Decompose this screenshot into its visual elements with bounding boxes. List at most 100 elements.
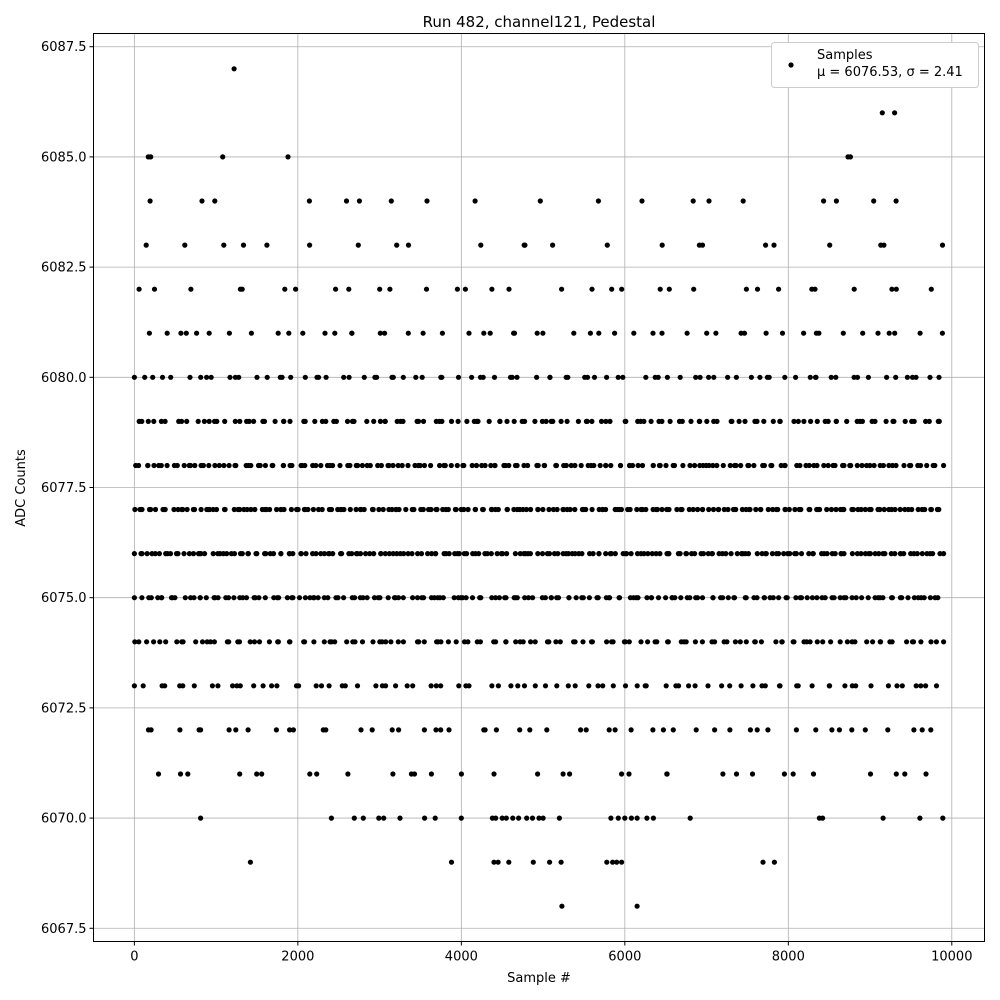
data-point: [527, 551, 534, 557]
data-point: [425, 551, 431, 557]
data-point: [275, 639, 281, 645]
data-point: [152, 506, 159, 513]
data-point: [807, 639, 813, 645]
data-point: [859, 462, 865, 469]
data-point: [400, 418, 406, 424]
data-point: [284, 595, 290, 601]
data-point: [319, 506, 325, 513]
data-point: [737, 639, 743, 645]
data-point: [850, 506, 856, 513]
data-point: [316, 506, 322, 513]
data-point: [824, 551, 830, 557]
data-point: [706, 506, 712, 513]
data-point: [280, 462, 287, 469]
data-point: [429, 551, 435, 557]
data-point: [180, 506, 186, 513]
data-point: [139, 506, 145, 513]
data-point: [710, 506, 717, 513]
data-point: [557, 639, 563, 645]
data-point: [198, 727, 204, 733]
data-point: [478, 242, 484, 248]
data-point: [476, 551, 482, 557]
data-point: [634, 815, 640, 821]
data-point: [313, 462, 319, 469]
data-point: [663, 595, 669, 601]
data-point: [790, 639, 796, 645]
data-point: [733, 506, 739, 513]
data-point: [638, 639, 644, 645]
data-point: [261, 418, 268, 424]
data-point: [287, 418, 293, 424]
data-point: [706, 462, 712, 469]
data-point: [858, 506, 864, 513]
data-point: [421, 595, 427, 601]
data-point: [177, 727, 183, 733]
data-point: [534, 330, 540, 336]
data-point: [139, 551, 145, 557]
data-point: [724, 639, 730, 645]
data-point: [659, 242, 665, 248]
data-point: [514, 374, 520, 380]
data-point: [389, 506, 395, 513]
data-point: [260, 683, 266, 689]
data-point: [452, 506, 458, 513]
data-point: [349, 551, 355, 557]
data-point: [732, 639, 739, 645]
data-point: [404, 683, 410, 689]
data-point: [377, 330, 383, 336]
data-point: [358, 727, 364, 733]
data-point: [745, 551, 752, 557]
data-point: [751, 462, 757, 469]
data-point: [666, 506, 672, 513]
data-point: [367, 462, 373, 469]
data-point: [763, 551, 769, 557]
data-point: [645, 551, 651, 557]
data-point: [311, 639, 317, 645]
data-point: [144, 551, 150, 557]
data-point: [597, 462, 603, 469]
data-point: [870, 639, 876, 645]
data-point: [776, 551, 782, 557]
data-point: [879, 110, 885, 116]
data-point: [543, 418, 549, 424]
data-point: [758, 639, 765, 645]
data-point: [884, 374, 890, 380]
data-point: [764, 374, 771, 380]
data-point: [889, 595, 896, 601]
data-point: [155, 771, 162, 777]
data-point: [573, 595, 579, 601]
data-point: [761, 595, 768, 601]
data-point: [779, 330, 786, 336]
data-point: [563, 374, 569, 380]
data-point: [773, 639, 779, 645]
data-point: [461, 506, 467, 513]
data-point: [603, 462, 609, 469]
data-point: [499, 815, 505, 821]
data-point: [438, 727, 444, 733]
data-point: [164, 330, 170, 336]
data-point: [711, 374, 717, 380]
data-point: [935, 595, 941, 601]
data-point: [397, 815, 403, 821]
data-point: [286, 639, 293, 645]
data-point: [595, 595, 601, 601]
data-point: [747, 727, 754, 733]
data-point: [908, 462, 914, 469]
data-point: [791, 418, 797, 424]
data-point: [705, 683, 711, 689]
data-point: [688, 418, 694, 424]
data-point: [598, 418, 605, 424]
data-point: [644, 815, 650, 821]
data-point: [344, 639, 350, 645]
data-point: [779, 639, 785, 645]
data-point: [290, 551, 296, 557]
data-point: [719, 683, 725, 689]
data-point: [586, 595, 593, 601]
data-point: [463, 595, 469, 601]
data-point: [206, 418, 212, 424]
data-point: [383, 683, 389, 689]
data-point: [692, 683, 698, 689]
data-point: [902, 771, 908, 777]
data-point: [489, 595, 495, 601]
data-point: [247, 859, 253, 865]
